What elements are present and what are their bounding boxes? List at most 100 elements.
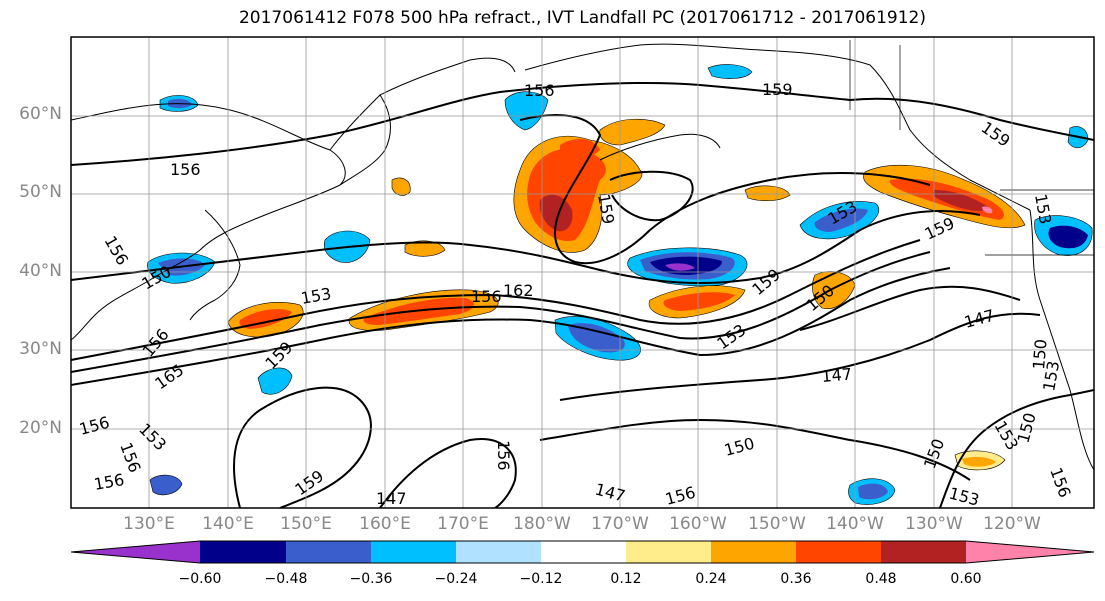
contour-label: 156 <box>1046 465 1074 500</box>
colorbar-tick-label: −0.48 <box>264 571 308 587</box>
longitude-label: 170°W <box>591 514 649 534</box>
colorbar-tick-label: 0.48 <box>865 571 897 587</box>
contour-label: 156 <box>524 81 555 100</box>
longitude-label: 180°W <box>513 514 571 534</box>
contour-150-south <box>539 418 971 481</box>
negative-anomaly-se-core <box>858 483 888 500</box>
negative-anomaly-central-peak <box>665 263 695 271</box>
longitude-label: 120°W <box>983 514 1041 534</box>
contour-label: 153 <box>947 484 981 510</box>
border-canada-us <box>849 40 1094 256</box>
longitude-label: 150°E <box>280 514 332 534</box>
contour-label: 159 <box>261 338 296 373</box>
colorbar-tick-label: 0.24 <box>695 571 727 587</box>
contour-label: 156 <box>494 440 513 471</box>
contour-label: 156 <box>471 287 502 306</box>
contour-label: 150 <box>722 434 756 460</box>
negative-anomaly-sw-2 <box>149 474 183 496</box>
coastline-alaska-peninsula <box>599 133 721 161</box>
negative-anomaly-north <box>504 91 549 131</box>
contour-label: 147 <box>593 480 627 506</box>
contour-147-east <box>559 312 1041 401</box>
positive-anomaly-bc-peak <box>933 190 990 211</box>
longitude-label: 130°W <box>905 514 963 534</box>
positive-anomaly-bc-tip <box>982 206 993 214</box>
contour-label: 156 <box>170 160 201 179</box>
colorbar-segment <box>371 541 456 563</box>
contour-159-north <box>849 97 1094 141</box>
colorbar-extend-low <box>71 541 200 563</box>
colorbar-segment <box>200 541 286 563</box>
colorbar-tick-label: 0.36 <box>780 571 812 587</box>
contour-loop-sw <box>233 386 372 508</box>
positive-anomaly-small-3-core <box>962 456 996 467</box>
contour-label: 156 <box>92 470 125 494</box>
contour-label: 159 <box>291 466 327 499</box>
longitude-label: 150°W <box>748 514 806 534</box>
latitude-label: 60°N <box>19 104 62 124</box>
colorbar-tick-label: −0.60 <box>178 571 222 587</box>
contour-label: 153 <box>713 320 749 353</box>
contour-trough-inner <box>609 170 694 222</box>
negative-anomaly-south-core <box>568 323 625 353</box>
contour-label: 153 <box>299 284 332 308</box>
longitude-label: 140°W <box>826 514 884 534</box>
positive-anomaly-small-2 <box>744 185 791 201</box>
height-contours <box>71 81 1094 508</box>
positive-anomaly-east-core <box>663 292 735 311</box>
contour-label: 147 <box>962 306 996 332</box>
contour-147-se <box>939 389 1094 508</box>
contour-label: 159 <box>922 213 958 243</box>
contour-label: 162 <box>503 281 534 300</box>
negative-anomaly-east-coast-core <box>1048 225 1088 249</box>
colorbar-tick-label: −0.12 <box>519 571 563 587</box>
longitude-label: 160°W <box>669 514 727 534</box>
negative-anomaly-sw <box>257 367 293 395</box>
contour-trough-west <box>519 114 931 265</box>
colorbar-segment <box>286 541 371 563</box>
contour-label: 156 <box>101 233 133 269</box>
coastline-asia <box>71 103 346 341</box>
contour-150-ne <box>799 285 1021 331</box>
coastlines <box>71 40 1094 471</box>
colorbar <box>70 540 1095 564</box>
negative-anomaly-alaska <box>707 64 753 79</box>
map-title: 2017061412 F078 500 hPa refract., IVT La… <box>238 8 926 28</box>
latitude-label: 20°N <box>19 418 62 438</box>
plot-frame <box>70 36 1095 509</box>
longitude-label: 160°E <box>359 514 411 534</box>
colorbar-extend-high <box>966 541 1094 563</box>
longitude-label: 130°E <box>123 514 175 534</box>
contour-label: 147 <box>376 489 407 508</box>
positive-anomaly-small-1 <box>404 240 446 257</box>
colorbar-segment <box>456 541 541 563</box>
colorbar-segment <box>541 541 626 563</box>
colorbar-segment <box>711 541 796 563</box>
coastline-japan <box>189 209 241 321</box>
contour-label: 147 <box>821 364 853 386</box>
colorbar-segment <box>796 541 881 563</box>
colorbar-segment <box>881 541 966 563</box>
contour-label: 156 <box>663 483 697 509</box>
positive-anomaly-small-5 <box>391 177 411 196</box>
contour-jet-1 <box>71 239 921 361</box>
longitude-label: 170°E <box>437 514 489 534</box>
colorbar-tick-label: 0.12 <box>610 571 642 587</box>
gridlines <box>71 37 1094 508</box>
contour-label: 159 <box>748 265 784 299</box>
positive-anomaly-gulf-peak <box>539 194 573 232</box>
latitude-label: 50°N <box>19 182 62 202</box>
positive-anomaly-small-4 <box>812 271 856 310</box>
colorbar-tick-label: −0.36 <box>349 571 393 587</box>
coastline-alaska <box>524 43 1031 211</box>
contour-label: 153 <box>135 419 170 454</box>
contour-156-north <box>71 81 851 166</box>
contour-jet-2 <box>71 251 931 373</box>
coastline-kamchatka <box>329 94 391 186</box>
latitude-label: 30°N <box>19 339 62 359</box>
latitude-label: 40°N <box>19 261 62 281</box>
contour-label: 150 <box>1029 338 1051 370</box>
colorbar-segment <box>626 541 711 563</box>
contour-jet-3 <box>71 267 951 386</box>
colorbar-tick-label: −0.24 <box>434 571 478 587</box>
